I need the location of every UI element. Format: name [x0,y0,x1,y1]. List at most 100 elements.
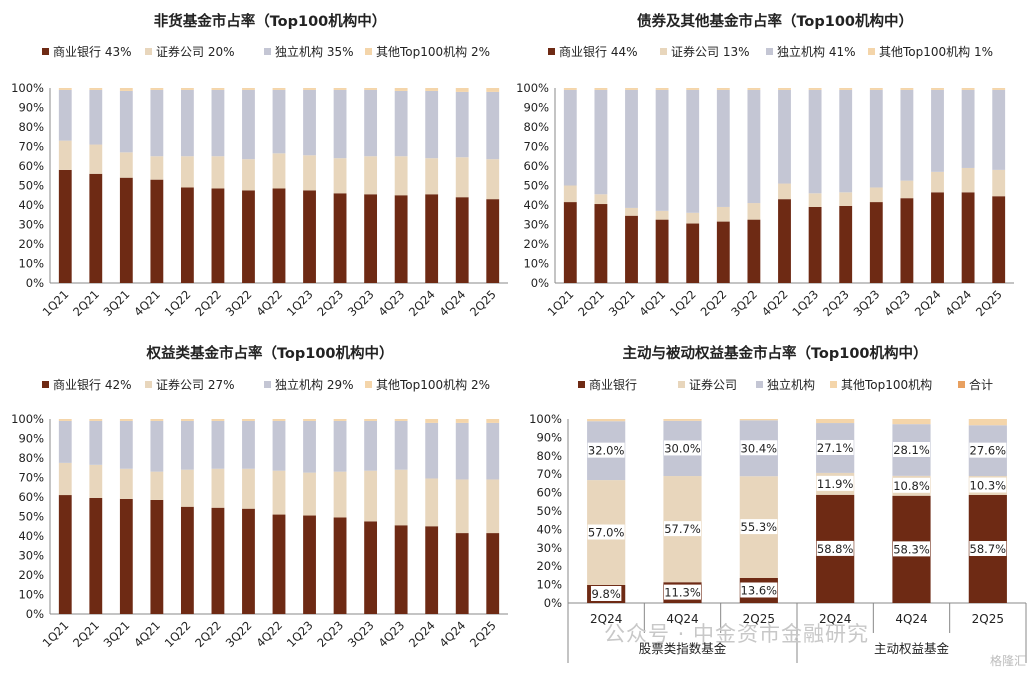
legend-swatch-3 [756,381,763,388]
bar-segment-其他Top100机构 [333,419,347,421]
bar-segment-独立机构 [625,89,638,208]
bar-segment-独立机构 [594,89,608,195]
y-tick-label: 90% [536,430,562,444]
bar-segment-证券公司 [303,155,316,191]
x-tick-label: 3Q23 [345,287,377,319]
bar-segment-商业银行 [655,219,669,283]
y-tick-label: 50% [18,179,44,193]
bar-segment-其他Top100机构 [58,419,72,421]
legend-swatch-4 [868,48,875,55]
bar-segment-商业银行 [272,188,286,283]
x-tick-label: 4Q21 [636,287,668,319]
y-tick-label: 70% [536,467,562,481]
bar-segment-商业银行 [778,199,791,283]
bar-segment-证券公司 [992,169,1006,197]
bar-segment-商业银行 [303,190,316,283]
bar-segment-独立机构 [900,89,914,181]
bar-segment-商业银行 [808,206,822,283]
x-tick-label: 1Q22 [667,287,699,319]
bar-segment-其他Top100机构 [211,419,225,421]
y-tick-label: 20% [523,237,549,251]
bar-segment-独立机构 [364,420,378,471]
data-label-bg [969,540,1007,556]
bar-segment-商业银行 [333,517,347,614]
x-tick-label: 3Q22 [223,618,255,650]
data-label: 30.4% [741,441,778,455]
bar-segment-独立机构 [455,422,469,480]
data-label: 55.3% [741,520,778,534]
x-tick-label: 3Q21 [101,618,133,650]
bar-segment-其他Top100机构 [303,419,316,421]
bar-segment-独立机构 [992,89,1006,170]
bar-segment-其他Top100机构 [455,88,469,92]
bar-segment-独立机构 [272,420,286,471]
legend-label-2: 证券公司 13% [671,44,750,59]
legend-swatch-2 [145,48,152,55]
x-tick-label: 3Q22 [728,287,760,319]
bar-segment-商业银行 [58,495,72,614]
bar-segment-独立机构 [211,89,225,157]
x-tick-label: 2Q25 [973,287,1005,319]
bar-segment-证券公司 [180,469,194,507]
x-tick-label: 4Q24 [666,612,698,626]
data-label: 32.0% [588,444,625,458]
bar-segment-商业银行 [242,190,255,283]
bar-segment-独立机构 [486,422,500,480]
bar-segment-其他Top100机构 [272,88,286,90]
x-tick-label: 3Q23 [851,287,883,319]
x-tick-label: 4Q21 [131,287,163,319]
y-tick-label: 90% [18,432,44,446]
data-label-bg [893,541,930,557]
x-tick-label: 2Q25 [467,618,499,650]
legend-label-5: 合计 [969,377,993,392]
bar-segment-商业银行 [89,173,103,283]
legend-label-1: 商业银行 44% [559,44,638,59]
bar-segment-证券公司 [778,183,791,200]
bar-segment-商业银行 [394,525,408,614]
x-tick-label: 2Q25 [972,612,1004,626]
bar-segment-证券公司 [58,462,72,496]
data-label: 58.7% [970,542,1007,556]
legend-swatch-1 [548,48,555,55]
bar-segment-证券公司 [180,156,194,188]
legend-label-1: 商业银行 43% [53,44,132,59]
bar-segment-其他Top100机构 [869,88,883,90]
y-tick-label: 60% [18,159,44,173]
bar-segment-其他Top100机构 [594,88,608,90]
legend-label-4: 其他Top100机构 [841,377,932,392]
bar-segment-商业银行 [716,221,730,283]
x-tick-label: 4Q23 [375,287,407,319]
bar-segment-证券公司 [839,192,853,206]
bar-segment-证券公司 [716,206,730,222]
bar-segment-证券公司 [364,470,378,522]
bar-segment-独立机构 [655,89,669,211]
chart-non-money-fund-share: 非货基金市占率（Top100机构中） 商业银行 43% 证券公司 20% 独立机构 3… [11,12,508,319]
x-tick-label: 2Q25 [467,287,499,319]
data-label-bg [969,477,1007,493]
bar-segment-独立机构 [150,89,164,157]
bar-segment-证券公司 [394,156,408,196]
legend-label-1: 商业银行 42% [53,377,132,392]
y-tick-label: 30% [18,218,44,232]
y-tick-label: 60% [523,159,549,173]
bar-segment-其他Top100机构 [211,88,225,90]
bar-segment-其他Top100机构 [394,88,408,91]
legend-label-2: 证券公司 20% [156,44,235,59]
bar-segment-证券公司 [89,464,103,498]
bar-segment-独立机构 [119,90,133,153]
bar-segment-证券公司 [58,140,72,170]
data-label-bg [816,439,854,455]
bar-segment-证券公司 [333,471,347,518]
legend-label-4: 其他Top100机构 1% [879,44,993,59]
data-label: 58.3% [893,542,930,556]
x-tick-label: 3Q21 [606,287,638,319]
bar-segment-其他Top100机构 [242,419,255,421]
bar-segment-独立机构 [211,420,225,469]
y-tick-label: 50% [18,510,44,524]
y-tick-label: 50% [536,504,562,518]
legend-swatch-3 [264,48,271,55]
bar-segment-其他Top100机构 [394,419,408,421]
bar-segment-独立机构 [303,89,316,156]
legend-swatch-4 [830,381,837,388]
x-tick-label: 2Q23 [314,618,346,650]
